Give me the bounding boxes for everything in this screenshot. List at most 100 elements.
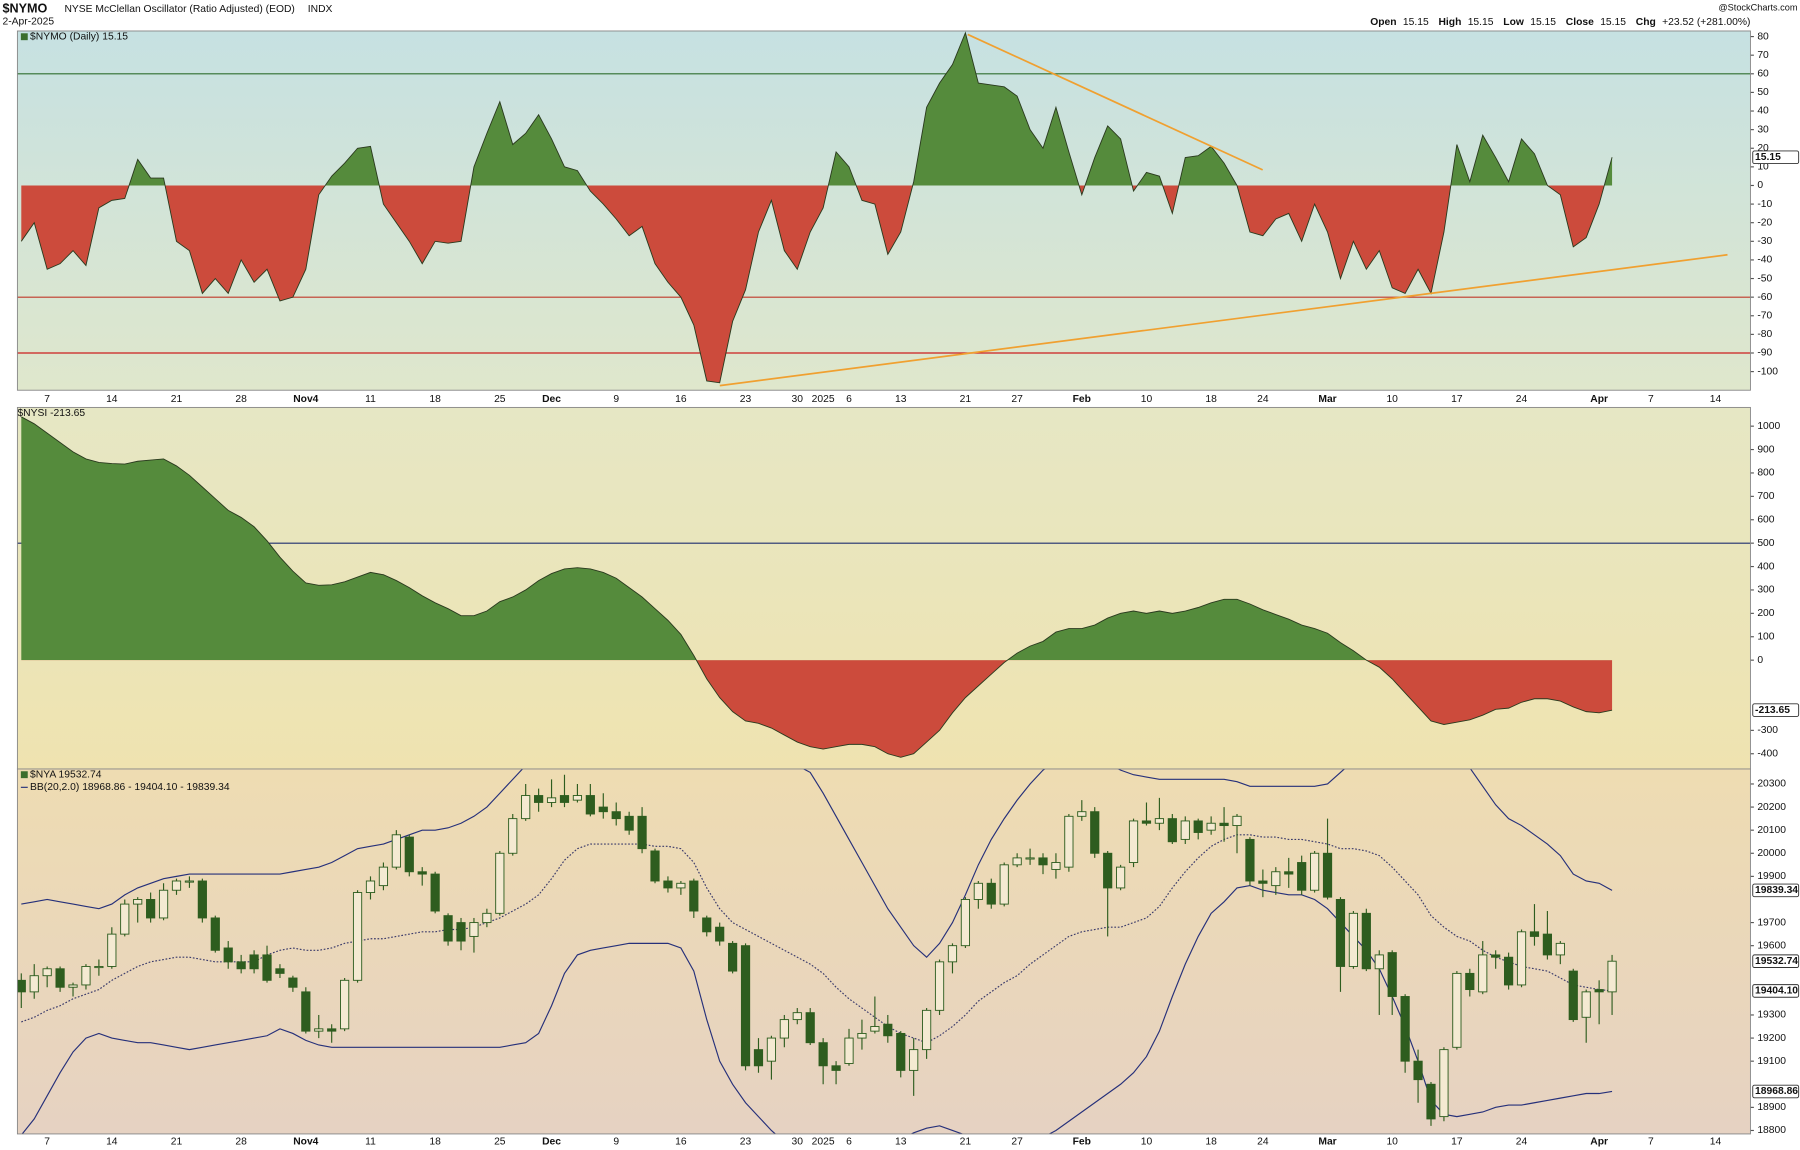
panel-border — [16, 768, 1751, 1135]
trendline — [719, 253, 1728, 387]
value-box-frame — [1752, 1084, 1800, 1099]
value-box-label: -213.65 — [1755, 705, 1790, 716]
quote-value: 15.15 — [1600, 17, 1626, 28]
candle-body — [637, 815, 647, 850]
quote-value: 15.15 — [1530, 17, 1556, 28]
candle-body — [973, 882, 983, 900]
candle-body — [1607, 960, 1617, 993]
y-tick-label: 50 — [1757, 87, 1769, 98]
candle-body — [1038, 857, 1048, 866]
y-tick-label: -70 — [1757, 310, 1772, 321]
candle-body — [197, 880, 207, 919]
candle-body — [301, 991, 311, 1032]
x-tick-label: 14 — [106, 394, 118, 405]
value-box-label: 15.15 — [1755, 152, 1781, 163]
y-tick-label: -400 — [1757, 748, 1778, 759]
y-tick-label: -80 — [1757, 329, 1772, 340]
candle-body — [805, 1012, 815, 1044]
y-tick-label: 20300 — [1757, 779, 1786, 790]
candle-body — [624, 815, 634, 831]
candle-body — [1335, 899, 1346, 967]
candle-body — [521, 795, 531, 820]
candle-body — [960, 899, 971, 947]
candle-body — [42, 968, 52, 977]
x-tick-label: 25 — [494, 394, 506, 405]
candle-body — [107, 933, 117, 967]
x-tick-label: 14 — [1710, 394, 1722, 405]
x-tick-label: 7 — [1648, 1137, 1654, 1148]
candle-body — [1012, 857, 1022, 866]
y-tick-label: 30 — [1757, 124, 1769, 135]
candle-body — [779, 1019, 789, 1039]
value-box-label: 19532.74 — [1755, 956, 1798, 967]
candle-body — [1310, 852, 1320, 891]
quote-label: Close — [1566, 17, 1594, 28]
candle-body — [55, 968, 65, 988]
candle-body — [171, 880, 182, 891]
x-tick-label: Feb — [1073, 394, 1091, 405]
area-negative — [696, 660, 1613, 758]
quote-value: +23.52 (+281.00%) — [1662, 17, 1750, 28]
x-tick-label: 7 — [44, 394, 50, 405]
candle-body — [650, 850, 660, 882]
candle-body — [1555, 942, 1565, 956]
candle-body — [534, 795, 544, 803]
value-box-label: 19404.10 — [1755, 986, 1798, 997]
value-box-frame — [1752, 954, 1800, 968]
candle-body — [559, 795, 570, 803]
candle-body — [585, 795, 595, 815]
y-tick-label: 60 — [1757, 69, 1769, 80]
y-tick-label: -60 — [1757, 292, 1772, 303]
x-tick-label: 28 — [235, 1137, 247, 1148]
candle-body — [831, 1065, 841, 1071]
candle-body — [1542, 933, 1552, 956]
y-tick-label: 500 — [1757, 538, 1774, 549]
y-tick-label: -50 — [1757, 273, 1772, 284]
candle-body — [236, 961, 246, 970]
title-icon — [20, 771, 28, 779]
candle-body — [896, 1032, 906, 1071]
x-tick-label: 23 — [740, 394, 752, 405]
candle-body — [430, 873, 440, 912]
y-tick-label: 0 — [1757, 655, 1763, 666]
x-tick-label: 18 — [429, 394, 441, 405]
y-tick-label: 20200 — [1757, 802, 1786, 813]
quote-label: Open — [1370, 17, 1396, 28]
y-tick-label: 10 — [1757, 162, 1769, 173]
y-tick-label: 19300 — [1757, 1010, 1786, 1021]
plot-area — [17, 768, 1617, 1134]
value-box: 19404.10 — [1752, 984, 1800, 998]
candle-body — [1581, 991, 1591, 1018]
candle-body — [1154, 818, 1165, 824]
candle-body — [275, 968, 285, 974]
y-tick-label: -100 — [1757, 366, 1778, 377]
candle-body — [94, 966, 104, 969]
x-tick-label: 14 — [106, 1137, 118, 1148]
candle-body — [702, 917, 712, 933]
x-tick-label: 24 — [1257, 1137, 1269, 1148]
x-tick-label: 27 — [1011, 394, 1023, 405]
candle-body — [288, 977, 298, 988]
x-tick-label: 21 — [960, 1137, 972, 1148]
candle-body — [740, 945, 751, 1067]
panel-title: $NYMO (Daily) 15.15 — [30, 31, 128, 42]
x-tick-label: 16 — [675, 394, 687, 405]
x-tick-label: 16 — [675, 1137, 687, 1148]
candle-body — [1258, 880, 1268, 884]
band-line — [21, 834, 1613, 1044]
candle-body — [1051, 862, 1061, 870]
x-tick-label: Mar — [1318, 394, 1336, 405]
y-tick-label: -30 — [1757, 236, 1772, 247]
y-tick-label: -10 — [1757, 199, 1772, 210]
value-box-frame — [1752, 150, 1800, 165]
y-tick-label: 200 — [1757, 608, 1774, 619]
candle-body — [947, 945, 958, 963]
title-icon — [20, 33, 28, 41]
x-tick-label: 21 — [960, 394, 972, 405]
y-tick-label: 300 — [1757, 585, 1774, 596]
x-tick-label: Apr — [1590, 394, 1608, 405]
candle-body — [1478, 954, 1488, 993]
candle-body — [1400, 996, 1410, 1062]
candle-body — [469, 922, 479, 937]
